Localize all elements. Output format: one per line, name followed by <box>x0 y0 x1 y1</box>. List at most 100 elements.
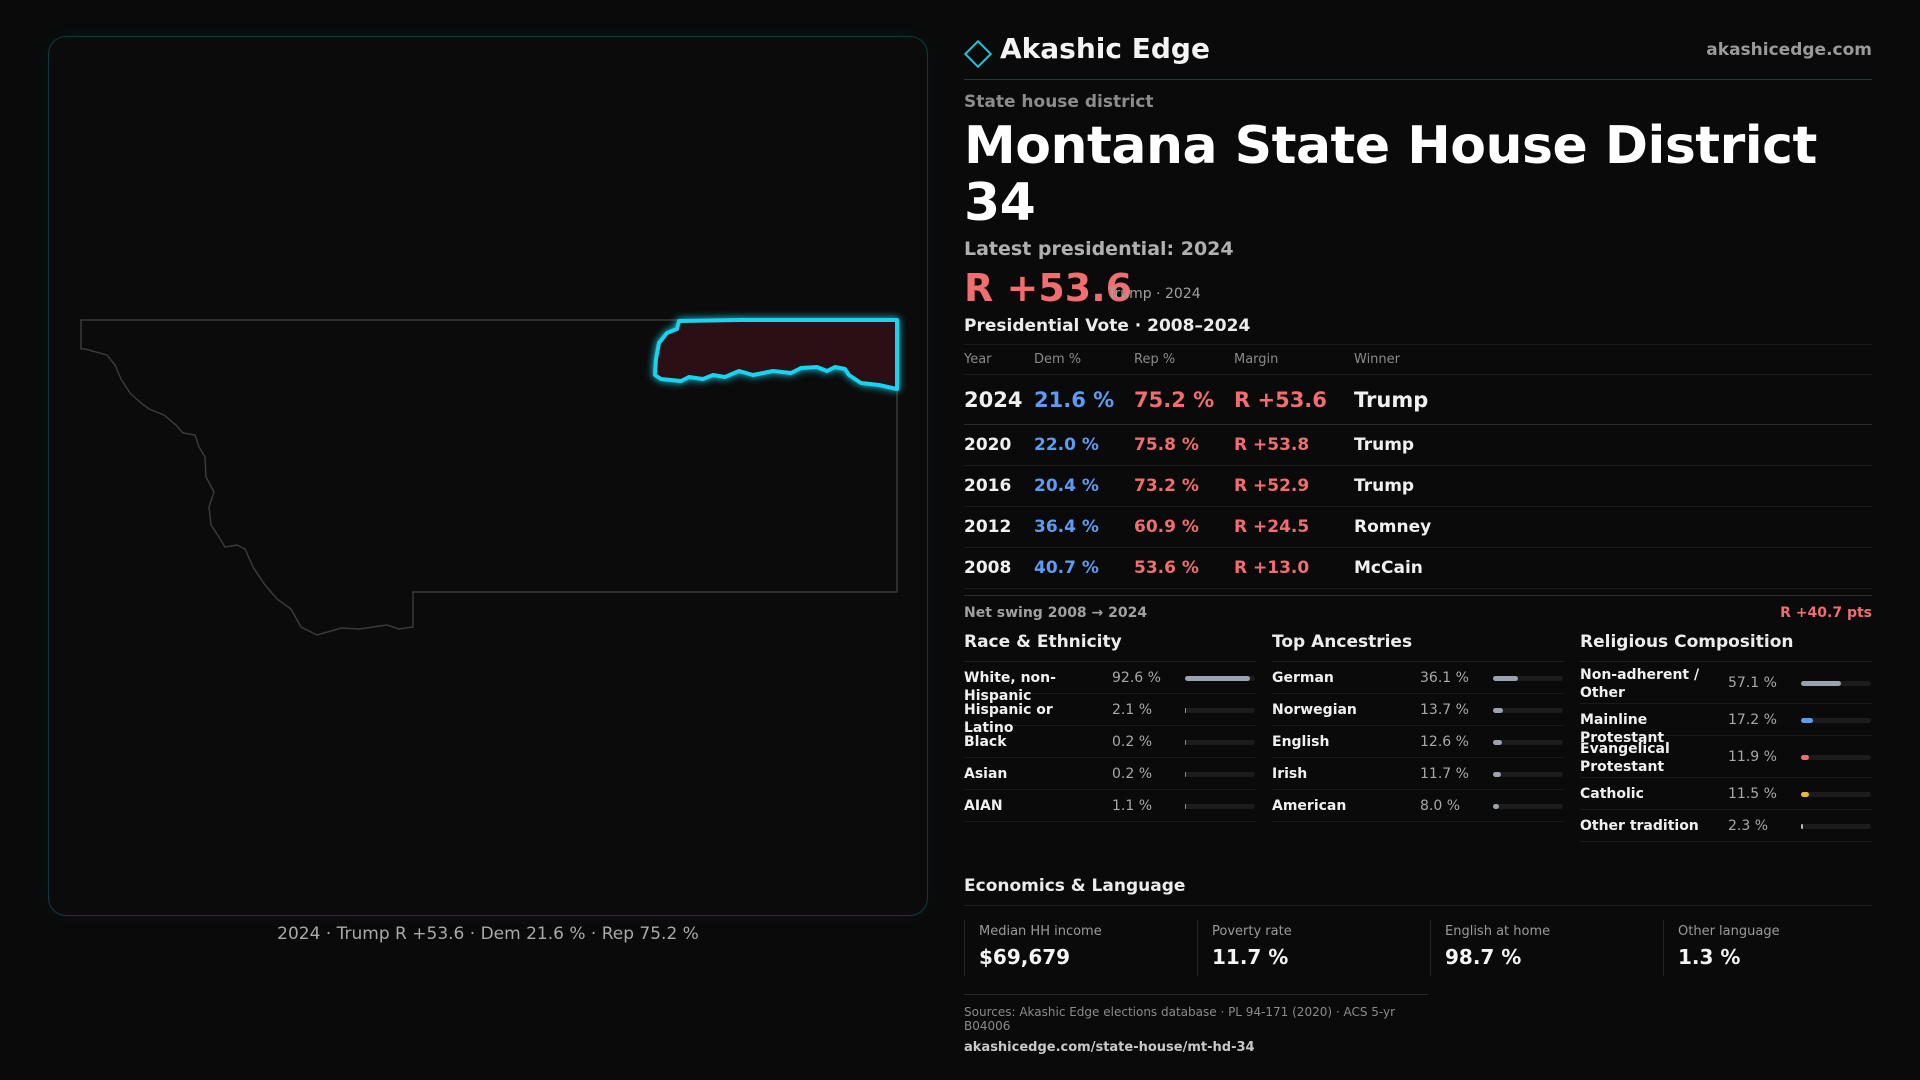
item-label: Black <box>964 734 1007 750</box>
race-ethnicity-title: Race & Ethnicity <box>964 632 1256 662</box>
item-bar-fill <box>1801 717 1814 723</box>
item-value: 11.5 % <box>1728 785 1777 802</box>
list-item: Evangelical Protestant 11.9 % <box>1580 736 1872 778</box>
item-bar-track <box>1493 771 1563 777</box>
item-bar-fill <box>1493 675 1519 681</box>
cell-margin: R +53.6 <box>1234 374 1354 426</box>
item-value: 57.1 % <box>1728 674 1777 691</box>
district-type: State house district <box>964 92 1154 112</box>
item-label: Mainline Protestant <box>1580 712 1665 746</box>
item-label: American <box>1272 798 1347 814</box>
item-value: 11.7 % <box>1420 765 1469 782</box>
brand-url[interactable]: akashicedge.com <box>1706 40 1872 60</box>
table-row: 2020 22.0 % 75.8 % R +53.8 Trump <box>964 424 1872 467</box>
page-title: Montana State House District 34 <box>964 116 1817 234</box>
item-bar-fill <box>1801 754 1810 760</box>
list-item: Asian 0.2 % <box>964 758 1256 790</box>
net-swing-label: Net swing 2008 → 2024 <box>964 605 1148 622</box>
econ-label: English at home <box>1445 924 1551 939</box>
item-bar-fill <box>1493 739 1502 745</box>
ancestries-list: German 36.1 % Norwegian 13.7 % English 12.6 %… <box>1272 662 1564 822</box>
list-item: English 12.6 % <box>1272 726 1564 758</box>
ancestries-title: Top Ancestries <box>1272 632 1564 662</box>
item-bar-fill <box>1801 791 1810 797</box>
list-item: Norwegian 13.7 % <box>1272 694 1564 726</box>
item-value: 2.1 % <box>1112 701 1153 718</box>
list-item: Black 0.2 % <box>964 726 1256 758</box>
cell-year: 2008 <box>964 547 1034 590</box>
cell-dem: 21.6 % <box>1034 374 1134 426</box>
item-bar-fill <box>1493 771 1502 777</box>
cell-winner: Trump <box>1354 465 1872 508</box>
cell-dem: 22.0 % <box>1034 424 1134 467</box>
cell-rep: 75.2 % <box>1134 374 1234 426</box>
item-value: 2.3 % <box>1728 817 1769 834</box>
econ-other-language: Other language 1.3 % <box>1663 920 1887 976</box>
econ-value: 98.7 % <box>1445 945 1522 969</box>
econ-label: Median HH income <box>979 924 1102 939</box>
item-label: White, non-Hispanic <box>964 670 1056 704</box>
item-value: 92.6 % <box>1112 669 1161 686</box>
cell-dem: 20.4 % <box>1034 465 1134 508</box>
econ-label: Other language <box>1678 924 1780 939</box>
presidential-vote-table: Year Dem % Rep % Margin Winner 2024 21.6… <box>964 344 1872 590</box>
state-outline <box>80 319 898 636</box>
item-value: 1.1 % <box>1112 797 1153 814</box>
item-label: Catholic <box>1580 786 1644 802</box>
district-34-shape[interactable] <box>653 318 899 391</box>
economics-title: Economics & Language <box>964 876 1872 906</box>
item-value: 11.9 % <box>1728 748 1777 765</box>
list-item: Mainline Protestant 17.2 % <box>1580 704 1872 746</box>
religion-title: Religious Composition <box>1580 632 1872 662</box>
item-bar-fill <box>1801 823 1803 829</box>
presidential-vote-title: Presidential Vote · 2008–2024 <box>964 316 1251 337</box>
item-bar-track <box>1801 680 1871 686</box>
cell-rep: 73.2 % <box>1134 465 1234 508</box>
cell-year: 2020 <box>964 424 1034 467</box>
econ-value: 11.7 % <box>1212 945 1289 969</box>
item-bar-track <box>1185 771 1255 777</box>
table-header-row: Year Dem % Rep % Margin Winner <box>964 344 1872 376</box>
item-value: 36.1 % <box>1420 669 1469 686</box>
list-item: Non-adherent / Other 57.1 % <box>1580 662 1872 704</box>
religion-list: Non-adherent / Other 57.1 % Mainline Prote… <box>1580 662 1872 842</box>
column-header-rep: Rep % <box>1134 344 1234 376</box>
map-panel[interactable] <box>48 36 928 916</box>
item-value: 13.7 % <box>1420 701 1469 718</box>
cell-rep: 53.6 % <box>1134 547 1234 590</box>
item-bar-track <box>1493 675 1563 681</box>
latest-presidential-label: Latest presidential: 2024 <box>964 238 1234 261</box>
diamond-icon <box>963 39 993 69</box>
list-item: Other tradition 2.3 % <box>1580 810 1872 842</box>
econ-value: $69,679 <box>979 945 1071 969</box>
cell-winner: Romney <box>1354 506 1872 549</box>
item-label: AIAN <box>964 798 1003 814</box>
item-bar-fill <box>1185 803 1187 809</box>
cell-margin: R +53.8 <box>1234 424 1354 467</box>
item-label: Non-adherent / Other <box>1580 667 1700 701</box>
econ-english-at-home: English at home 98.7 % <box>1430 920 1654 976</box>
list-item: Catholic 11.5 % <box>1580 778 1872 810</box>
cell-year: 2024 <box>964 374 1034 426</box>
list-item: German 36.1 % <box>1272 662 1564 694</box>
net-swing-value: R +40.7 pts <box>1780 605 1872 622</box>
district-map[interactable] <box>49 37 928 916</box>
item-label: Hispanic or Latino <box>964 702 1053 736</box>
list-item: Irish 11.7 % <box>1272 758 1564 790</box>
table-row: 2012 36.4 % 60.9 % R +24.5 Romney <box>964 506 1872 549</box>
page-url-link[interactable]: akashicedge.com/state-house/mt-hd-34 <box>964 1040 1255 1055</box>
cell-winner: Trump <box>1354 424 1872 467</box>
item-label: Evangelical Protestant <box>1580 741 1670 775</box>
item-label: Irish <box>1272 766 1308 782</box>
sources-footer: Sources: Akashic Edge elections database… <box>964 994 1428 1055</box>
item-label: Norwegian <box>1272 702 1357 718</box>
item-label: Other tradition <box>1580 818 1699 834</box>
cell-year: 2016 <box>964 465 1034 508</box>
brand-header: Akashic Edge akashicedge.com <box>963 30 1872 80</box>
table-row: 2016 20.4 % 73.2 % R +52.9 Trump <box>964 465 1872 508</box>
item-bar-fill <box>1185 675 1250 681</box>
item-bar-track <box>1801 823 1871 829</box>
item-bar-track <box>1801 754 1871 760</box>
list-item: AIAN 1.1 % <box>964 790 1256 822</box>
cell-dem: 40.7 % <box>1034 547 1134 590</box>
